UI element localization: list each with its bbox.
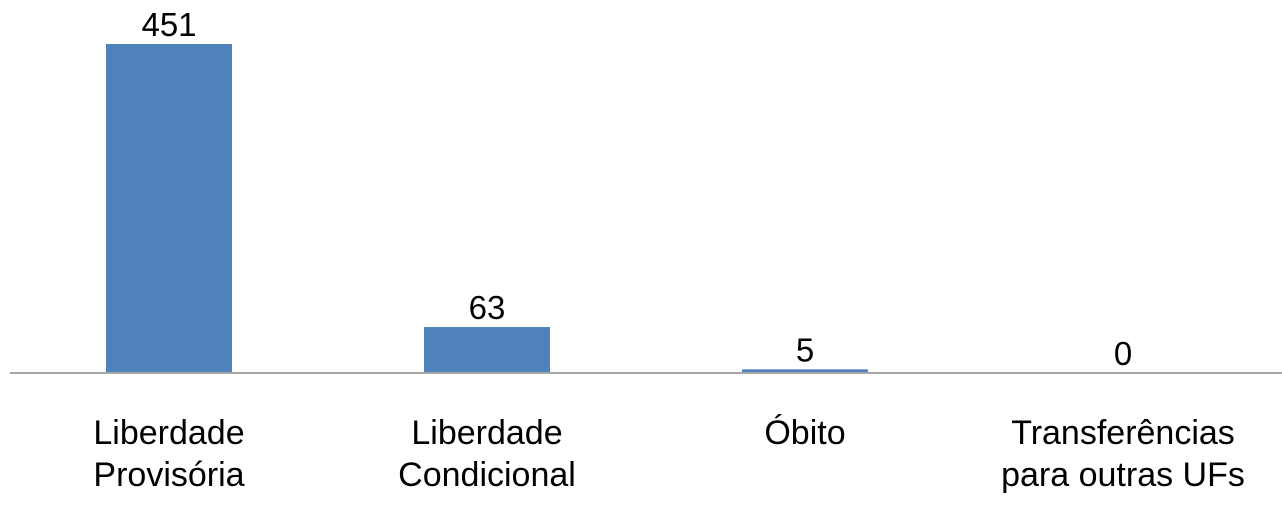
value-label: 63	[469, 289, 506, 326]
bar	[742, 369, 868, 373]
x-tick-label: Óbito	[764, 414, 845, 452]
value-label: 5	[796, 331, 814, 368]
bar	[424, 327, 550, 373]
x-tick-label: Liberdade Condicional	[398, 414, 576, 494]
value-label: 451	[141, 6, 196, 43]
x-tick-label: Transferências para outras UFs	[1001, 414, 1245, 494]
x-tick-label: Liberdade Provisória	[93, 414, 244, 494]
bar	[106, 44, 232, 373]
value-label: 0	[1114, 335, 1132, 372]
